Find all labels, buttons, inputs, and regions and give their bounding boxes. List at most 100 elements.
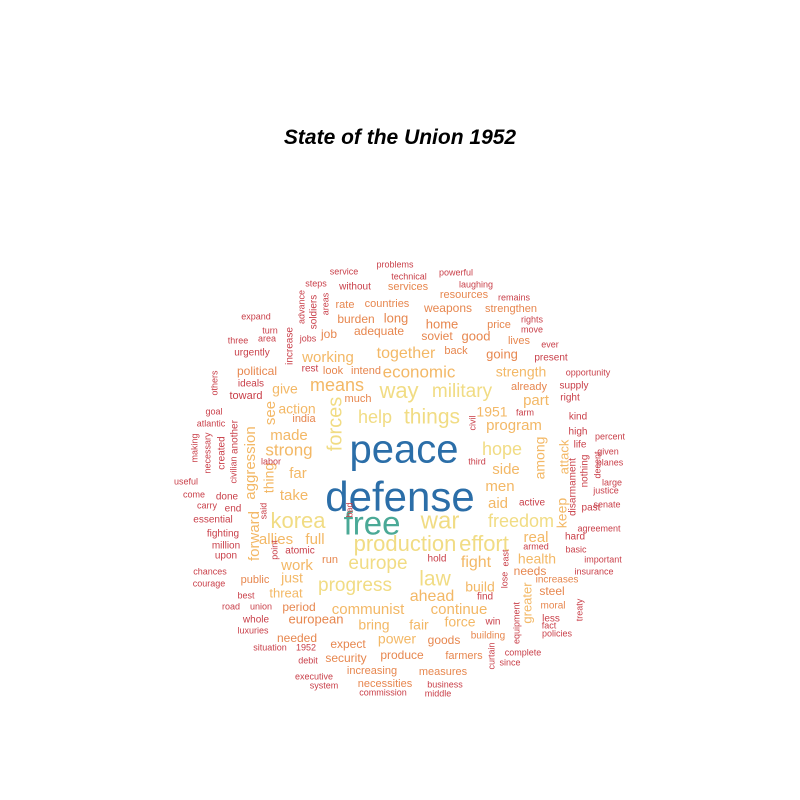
word-progress: progress — [318, 575, 392, 596]
word-countries: countries — [365, 298, 410, 310]
word-middle: middle — [425, 688, 452, 698]
word-soviet: soviet — [421, 329, 453, 343]
word-continue: continue — [431, 601, 488, 618]
word-real: real — [523, 529, 548, 546]
word-weapons: weapons — [423, 301, 472, 315]
word-intend: intend — [351, 365, 381, 377]
word-fighting: fighting — [207, 529, 239, 540]
word-take: take — [280, 487, 308, 504]
word-useful: useful — [174, 476, 198, 486]
word-kind: kind — [569, 412, 587, 423]
word-others: others — [209, 370, 219, 396]
word-way: way — [378, 378, 418, 403]
word-steps: steps — [305, 278, 327, 288]
word-look: look — [323, 365, 344, 377]
word-farm: farm — [516, 407, 534, 417]
word-east: east — [500, 549, 510, 567]
word-1952: 1952 — [296, 642, 316, 652]
word-needed: needed — [277, 631, 317, 645]
word-luxuries: luxuries — [237, 625, 269, 635]
word-important: important — [584, 554, 622, 564]
word-european: european — [289, 611, 344, 626]
word-atomic: atomic — [285, 546, 314, 557]
word-necessary: necessary — [202, 432, 212, 474]
word-remains: remains — [498, 292, 531, 302]
word-chances: chances — [193, 566, 227, 576]
word-toward: toward — [229, 390, 262, 402]
word-much: much — [345, 393, 372, 405]
word-rights: rights — [521, 314, 544, 324]
word-third: third — [468, 456, 486, 466]
word-right: right — [560, 393, 580, 404]
word-fair: fair — [409, 617, 429, 633]
word-program: program — [486, 417, 542, 434]
word-war: war — [420, 507, 460, 534]
word-period: period — [282, 600, 315, 614]
word-ahead: ahead — [410, 588, 455, 605]
word-three: three — [228, 335, 249, 345]
word-supply: supply — [560, 381, 589, 392]
word-curtain: curtain — [486, 642, 496, 669]
word-give: give — [272, 381, 298, 397]
word-building: building — [471, 631, 505, 642]
word-life: life — [574, 440, 587, 451]
word-attack: attack — [556, 439, 571, 474]
word-active: active — [519, 498, 546, 509]
word-bring: bring — [358, 617, 389, 633]
word-produce: produce — [380, 648, 424, 662]
word-increasing: increasing — [347, 665, 397, 677]
word-opportunity: opportunity — [566, 367, 611, 377]
word-rest: rest — [302, 364, 319, 375]
word-large: large — [602, 477, 622, 487]
word-far: far — [289, 465, 307, 482]
word-treaty: treaty — [574, 598, 584, 621]
word-necessities: necessities — [358, 678, 413, 690]
word-means: means — [310, 375, 364, 395]
word-forces: forces — [324, 397, 346, 451]
word-strong: strong — [265, 440, 312, 459]
word-fact: fact — [542, 620, 557, 630]
word-just: just — [280, 570, 303, 586]
word-given: given — [597, 446, 619, 456]
word-greater: greater — [519, 582, 534, 624]
word-security: security — [325, 651, 366, 665]
word-build: build — [465, 579, 495, 595]
word-communist: communist — [332, 601, 405, 618]
word-making: making — [189, 433, 199, 462]
word-allies: allies — [259, 531, 293, 548]
word-hope: hope — [482, 439, 522, 459]
word-present: present — [534, 353, 568, 364]
word-help: help — [358, 407, 392, 427]
word-come: come — [183, 489, 205, 499]
word-made: made — [270, 427, 308, 444]
word-service: service — [330, 266, 359, 276]
word-road: road — [222, 601, 240, 611]
word-aid: aid — [488, 495, 508, 512]
word-planes: planes — [597, 457, 624, 467]
word-problems: problems — [376, 259, 414, 269]
word-goods: goods — [428, 633, 461, 647]
word-senate: senate — [593, 499, 620, 509]
word-insurance: insurance — [574, 566, 613, 576]
word-steel: steel — [539, 584, 564, 598]
word-less: less — [542, 614, 560, 625]
word-back: back — [444, 345, 468, 357]
word-lose: lose — [499, 572, 509, 589]
word-moral: moral — [540, 601, 565, 612]
word-increase: increase — [285, 327, 296, 365]
word-fight: fight — [461, 554, 492, 571]
word-price: price — [487, 319, 511, 331]
word-production: production — [354, 531, 457, 556]
word-military: military — [432, 381, 493, 402]
word-working: working — [301, 349, 354, 366]
word-run: run — [322, 554, 338, 566]
word-created: created — [217, 436, 228, 469]
word-million: million — [212, 541, 240, 552]
word-upon: upon — [215, 551, 237, 562]
word-complete: complete — [505, 647, 542, 657]
word-long: long — [384, 310, 409, 325]
word-see: see — [262, 401, 279, 425]
word-lives: lives — [508, 335, 531, 347]
word-end: end — [225, 504, 242, 515]
word-strength: strength — [496, 364, 547, 380]
